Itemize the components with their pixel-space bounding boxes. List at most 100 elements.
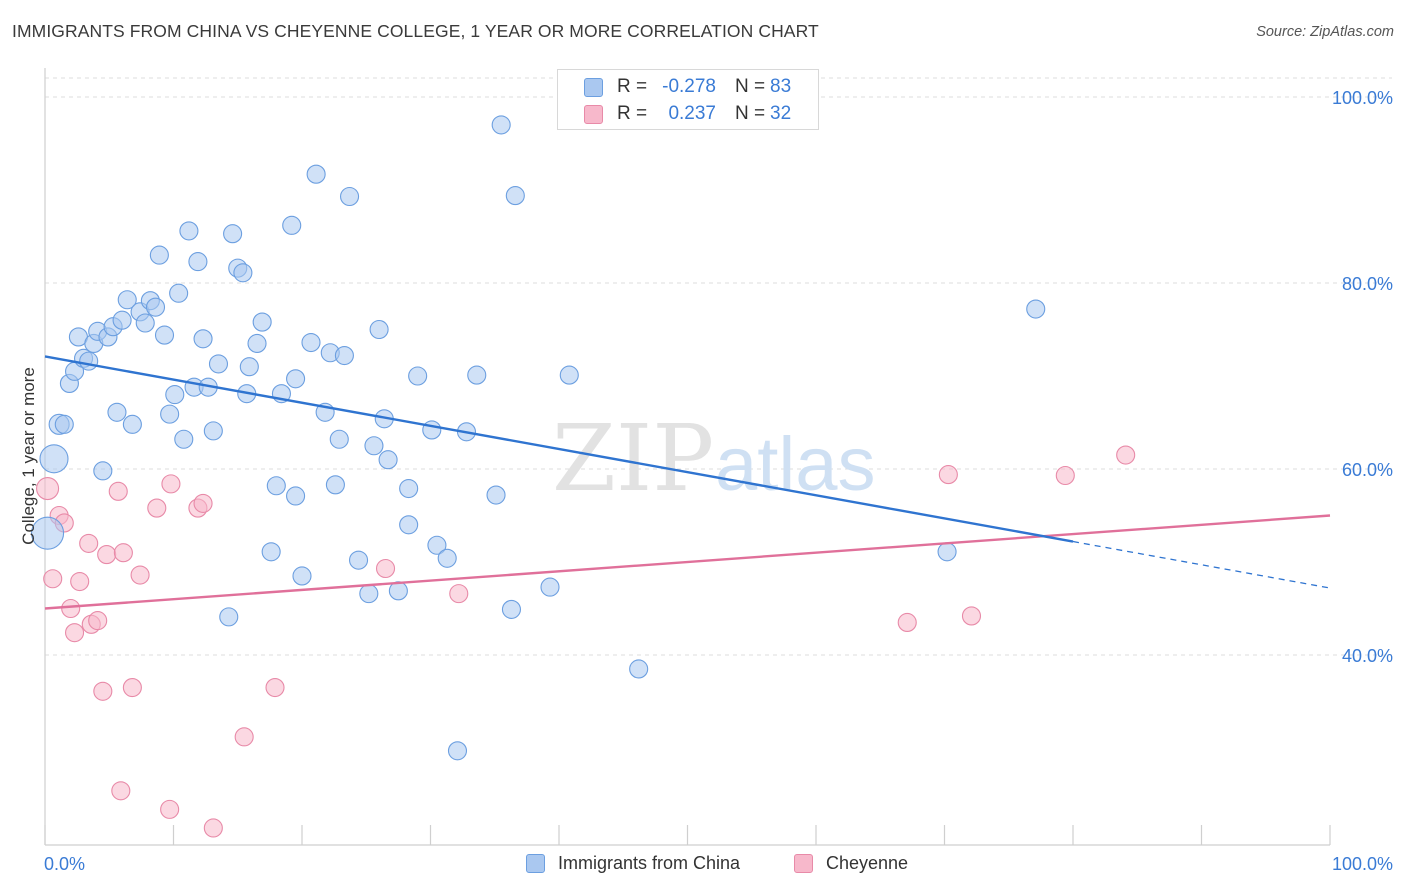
y-tick-label: 60.0% [1342, 460, 1393, 480]
legend-n-value: 32 [770, 103, 792, 124]
china-point [491, 115, 511, 135]
china-point [501, 599, 522, 619]
china-point [223, 224, 243, 244]
china-points [31, 115, 1046, 761]
china-point [437, 548, 457, 568]
china-point [233, 263, 253, 283]
china-point [364, 436, 384, 456]
cheyenne-point [130, 565, 150, 585]
y-tick-label: 100.0% [1332, 88, 1393, 108]
legend-n-label: N = [735, 103, 766, 124]
china-point [219, 607, 239, 627]
cheyenne-point [265, 677, 285, 698]
cheyenne-point [108, 481, 128, 501]
china-point [54, 414, 74, 434]
china-point [399, 478, 419, 499]
bottom-legend-swatch-china [526, 854, 545, 873]
china-point [334, 345, 354, 366]
china-point [286, 369, 306, 389]
china-point [145, 297, 166, 317]
cheyenne-point [97, 545, 117, 565]
china-point [188, 252, 208, 272]
china-point [266, 476, 286, 496]
china-point [165, 385, 185, 405]
china-point [427, 535, 447, 555]
watermark-zip: ZIP [552, 405, 714, 512]
china-point [301, 332, 321, 353]
legend-r-value: 0.237 [668, 103, 716, 124]
china-point [399, 515, 419, 535]
cheyenne-point [1116, 445, 1136, 465]
cheyenne-point [93, 681, 113, 701]
china-point [559, 365, 579, 385]
legend-r-label: R = [617, 103, 648, 124]
china-point [408, 366, 428, 386]
x-tick-label: 100.0% [1332, 854, 1393, 874]
china-point [505, 186, 525, 206]
china-point [154, 325, 175, 345]
legend-r-label: R = [617, 76, 648, 97]
cheyenne-point [897, 612, 917, 633]
trend-lines [44, 355, 1331, 610]
cheyenne-point [161, 474, 181, 494]
cheyenne-point [43, 569, 63, 589]
cheyenne-point [111, 781, 131, 801]
legend-r-value: -0.278 [662, 76, 716, 97]
source-credit: Source: ZipAtlas.com [1256, 24, 1394, 40]
china-point [447, 741, 468, 761]
legend-row-china: R = -0.278 N = 83 [558, 74, 820, 100]
cheyenne-point [70, 571, 90, 592]
china-point [467, 365, 487, 385]
china-point [348, 550, 369, 570]
cheyenne-point [65, 623, 85, 643]
legend-swatch-cheyenne [584, 105, 603, 124]
china-point [1026, 299, 1046, 319]
legend-n-label: N = [735, 76, 766, 97]
cheyenne-point [122, 677, 142, 698]
china-point [79, 351, 99, 371]
china-point [261, 542, 281, 562]
legend-swatch-china [584, 78, 603, 97]
y-axis-label: College, 1 year or more [19, 367, 38, 545]
china-point [292, 566, 312, 586]
china-point [359, 584, 379, 604]
china-point [306, 164, 326, 184]
china-point [325, 475, 345, 495]
china-point [486, 485, 506, 505]
china-point [112, 310, 132, 330]
china-point [422, 420, 442, 440]
china-point [107, 402, 127, 422]
correlation-legend: R = -0.278 N = 83 R = 0.237 N = 32 [557, 69, 819, 130]
china-point [203, 421, 223, 441]
china-point [135, 313, 155, 333]
china-point [193, 329, 213, 349]
china-point [252, 312, 272, 332]
cheyenne-point [1055, 465, 1075, 486]
china-point [286, 486, 306, 506]
cheyenne-point [203, 818, 223, 838]
cheyenne-point [113, 543, 133, 563]
bottom-legend-swatch-cheyenne [794, 854, 813, 873]
x-tick-label: 0.0% [44, 854, 85, 874]
china-point [208, 354, 229, 374]
china-point [179, 221, 199, 241]
china-point [540, 577, 560, 597]
watermark: ZIP atlas [552, 405, 876, 512]
china-point [378, 450, 398, 470]
china-point [122, 414, 142, 434]
china-point [629, 659, 649, 679]
china-point [169, 283, 189, 303]
y-tick-label: 40.0% [1342, 646, 1393, 666]
cheyenne-point [61, 598, 81, 619]
y-tick-label: 80.0% [1342, 274, 1393, 294]
bottom-legend-label-cheyenne: Cheyenne [826, 853, 909, 873]
china-point [339, 186, 360, 207]
china-trend-line [44, 355, 1074, 543]
cheyenne-point [88, 611, 108, 631]
china-point [239, 357, 259, 377]
china-point [369, 319, 389, 340]
legend-row-cheyenne: R = 0.237 N = 32 [558, 101, 820, 127]
cheyenne-point [449, 584, 469, 604]
cheyenne-point [961, 606, 982, 626]
